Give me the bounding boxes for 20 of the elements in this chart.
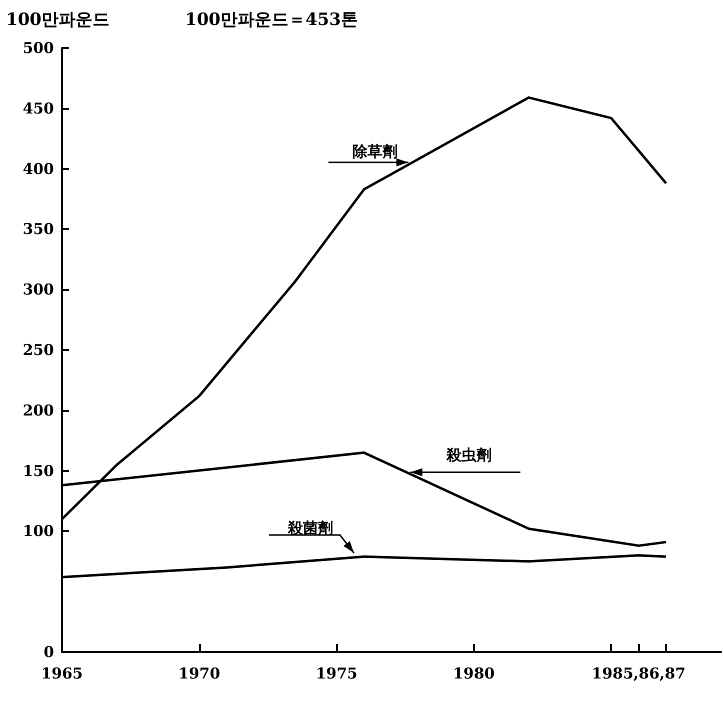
y-tick-label: 150	[22, 462, 54, 480]
y-tick-label: 0	[44, 643, 54, 661]
y-tick-label: 350	[22, 220, 54, 238]
y-tick-label: 450	[22, 99, 54, 118]
text: 100만파운드＝453톤	[185, 9, 358, 31]
x-tick-label: 1980	[453, 664, 495, 682]
y-tick-label: 300	[22, 280, 54, 299]
x-tick-label: 1965	[41, 664, 83, 682]
y-tick-label: 400	[22, 160, 54, 178]
y-tick-label: 200	[22, 401, 54, 420]
series-label: 殺菌劑	[287, 519, 333, 538]
y-tick-label: 100	[22, 522, 54, 540]
series-label: 殺虫劑	[445, 446, 492, 464]
x-tick-label: 1985,86,87	[592, 664, 686, 682]
x-tick-label: 1975	[316, 664, 358, 682]
x-tick-label: 1970	[178, 664, 220, 682]
y-axis-title: 100만파운드	[6, 9, 110, 31]
y-tick-label: 500	[22, 39, 54, 57]
series-label: 除草劑	[352, 142, 398, 160]
y-tick-label: 250	[22, 341, 54, 359]
